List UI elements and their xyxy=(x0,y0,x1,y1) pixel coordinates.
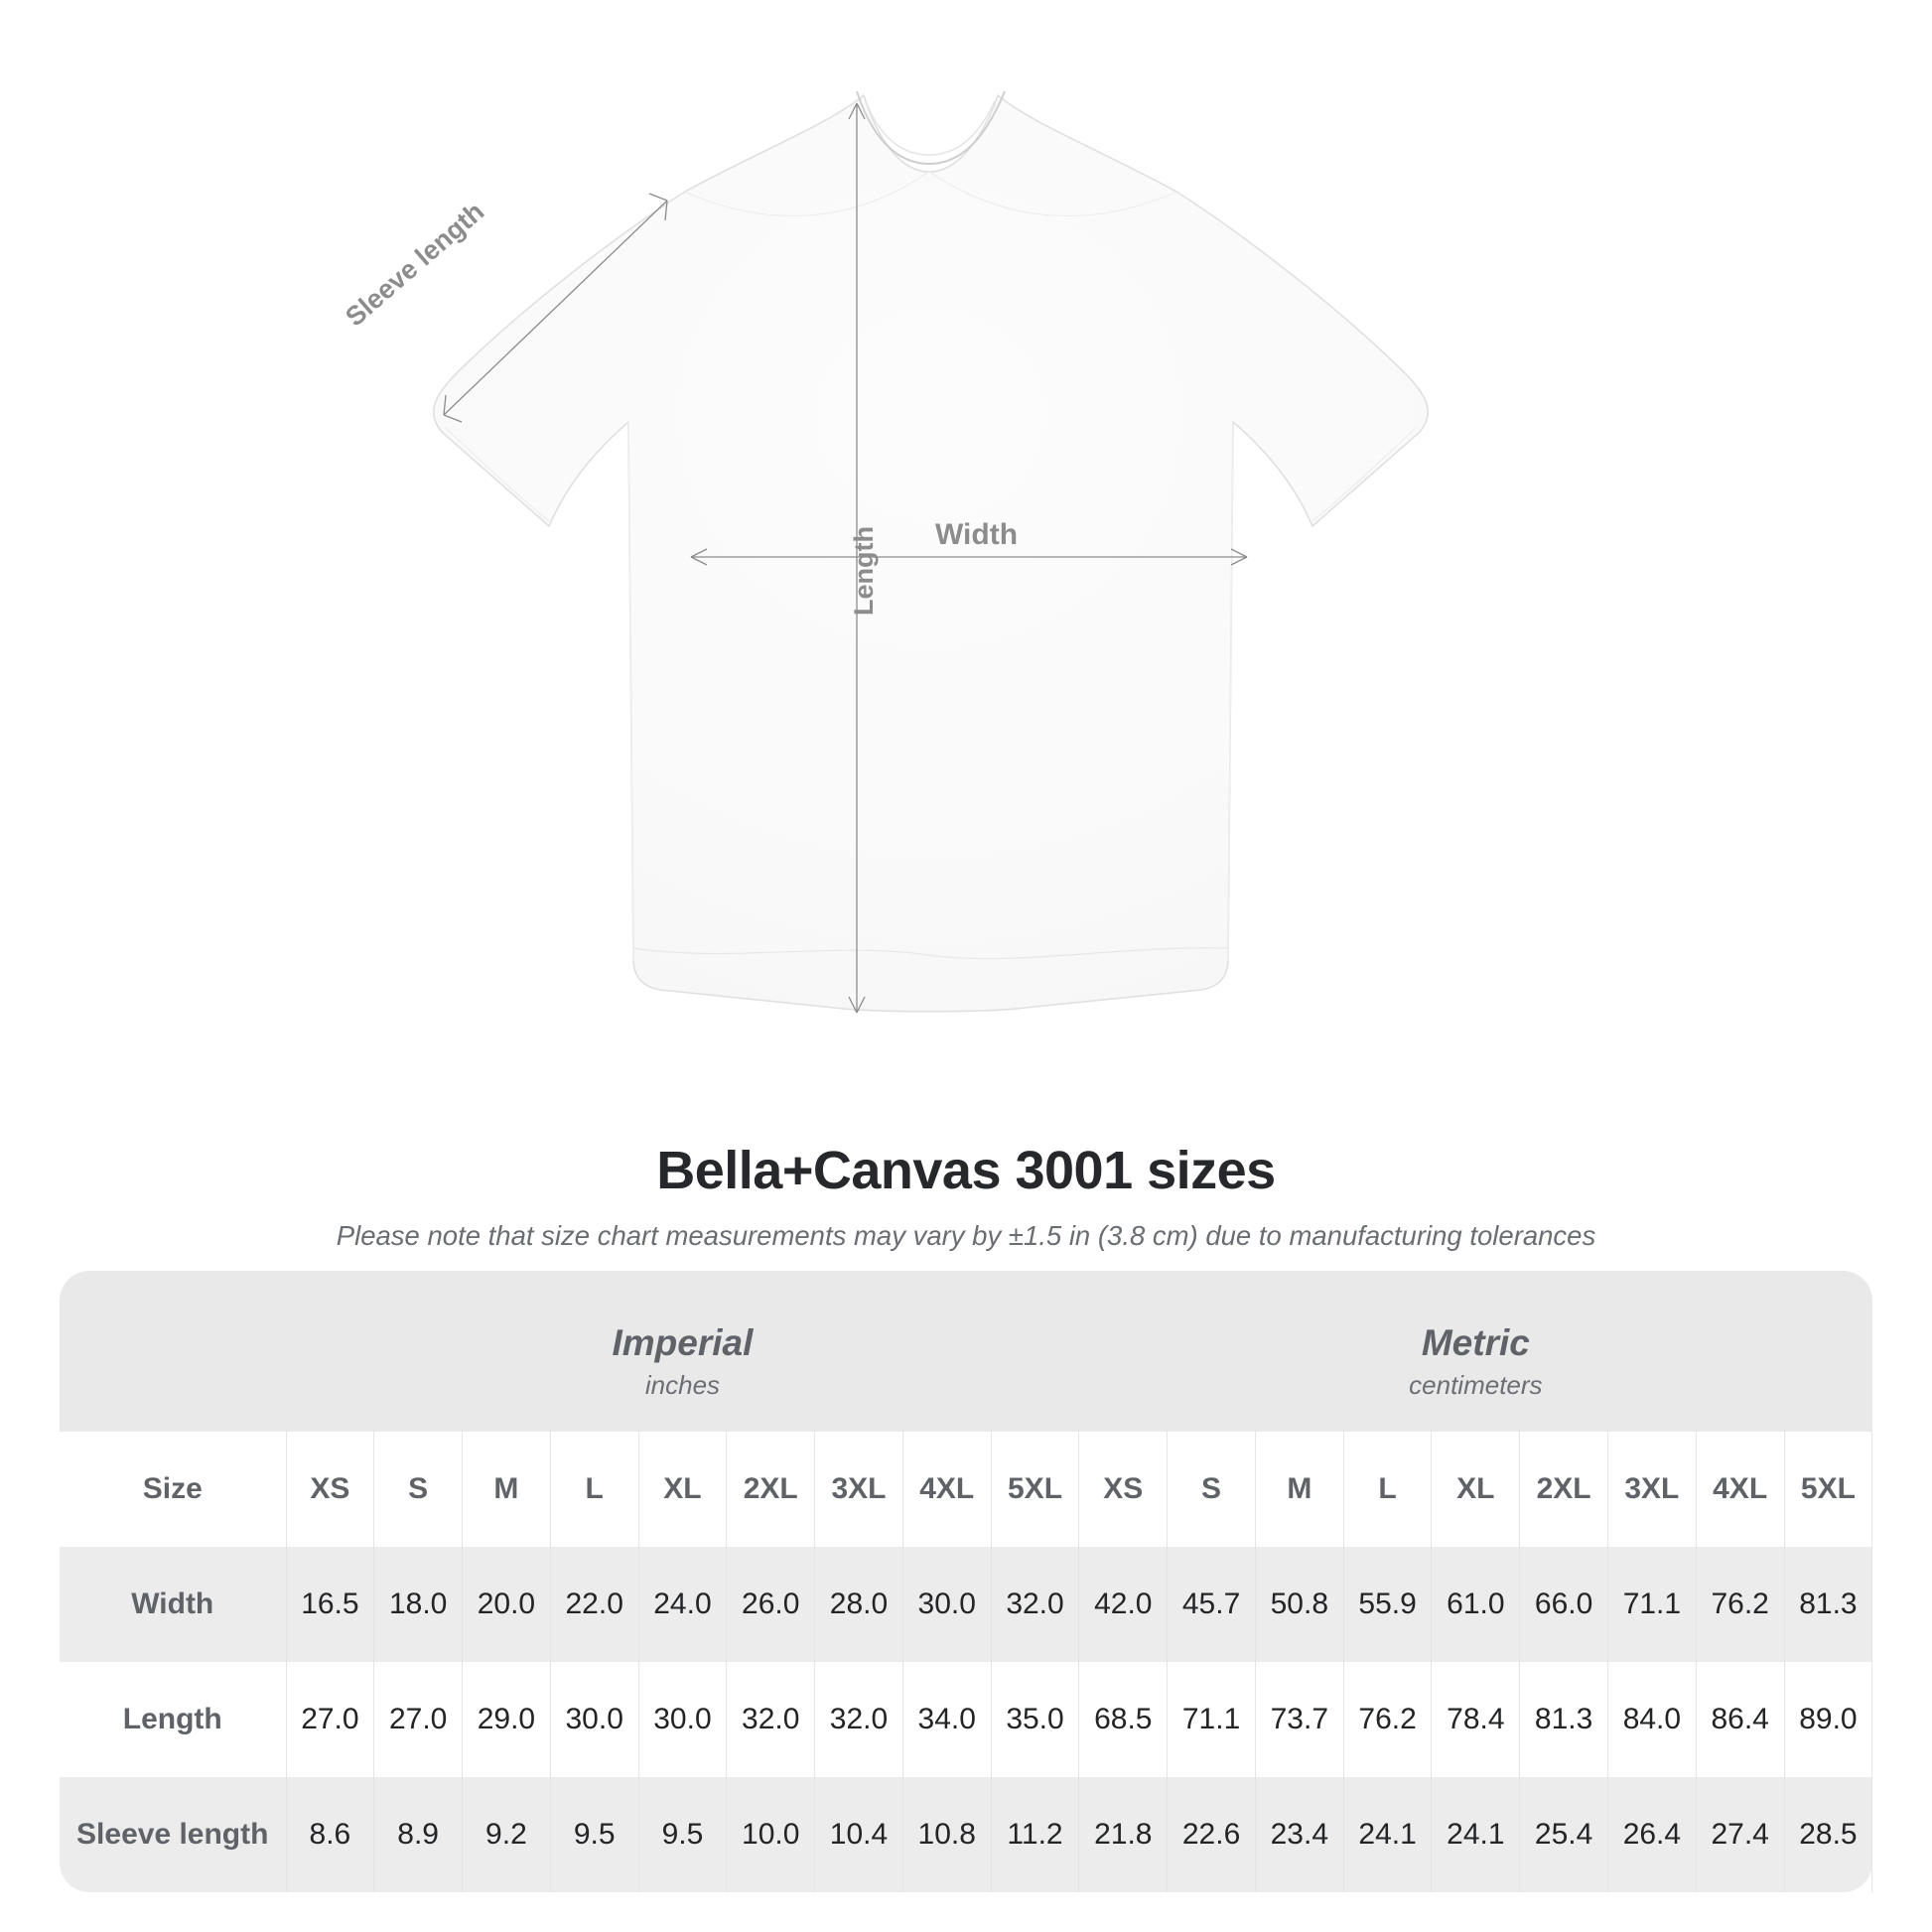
svg-text:Length: Length xyxy=(849,526,879,616)
svg-text:Sleeve length: Sleeve length xyxy=(340,197,489,333)
svg-text:Width: Width xyxy=(935,518,1018,551)
